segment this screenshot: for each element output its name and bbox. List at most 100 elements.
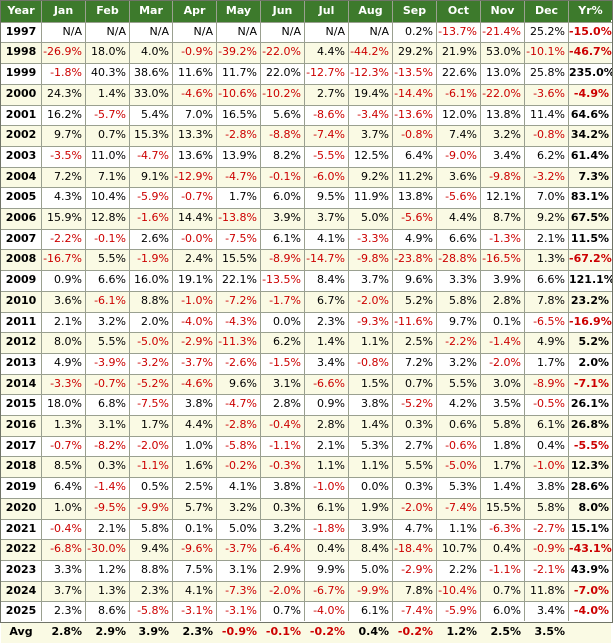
table-cell: -0.1% [94, 232, 126, 245]
table-cell: -5.6% [445, 190, 477, 203]
table-cell: 2.2% [449, 563, 477, 576]
table-cell: -0.8% [533, 128, 565, 141]
year-label: 2017 [5, 439, 37, 452]
column-divider [172, 0, 173, 621]
table-cell: -4.0% [181, 315, 213, 328]
table-cell: -12.7% [306, 66, 345, 79]
table-cell: 1.1% [449, 522, 477, 535]
table-cell: -9.8% [357, 252, 389, 265]
table-cell: -3.5% [50, 149, 82, 162]
table-cell: 6.1% [361, 604, 389, 617]
table-cell: -0.1% [269, 170, 301, 183]
table-cell: -9.9% [137, 501, 169, 514]
column-header: Nov [481, 1, 524, 20]
table-cell: -39.2% [218, 45, 257, 58]
table-cell: -4.3% [225, 315, 257, 328]
table-cell: 4.4% [449, 211, 477, 224]
table-cell: -10.6% [218, 87, 257, 100]
table-cell: 5.3% [449, 480, 477, 493]
table-cell: 3.1% [229, 563, 257, 576]
year-total-cell: -43.1% [569, 542, 612, 555]
table-row [1, 167, 611, 187]
table-cell: 4.9% [405, 232, 433, 245]
table-cell: -1.1% [137, 459, 169, 472]
table-cell: -1.4% [489, 335, 521, 348]
table-cell: -6.7% [313, 584, 345, 597]
table-cell: 6.0% [493, 604, 521, 617]
table-cell: 1.8% [493, 439, 521, 452]
table-cell: 6.8% [98, 397, 126, 410]
table-cell: -1.8% [313, 522, 345, 535]
row-divider [0, 332, 612, 333]
table-cell: -1.0% [313, 480, 345, 493]
average-label: Avg [9, 625, 33, 638]
row-divider [0, 374, 612, 375]
table-cell: -8.8% [269, 128, 301, 141]
table-cell: -7.3% [225, 584, 257, 597]
table-cell: -2.9% [401, 563, 433, 576]
table-row [1, 519, 611, 539]
table-cell: 0.3% [98, 459, 126, 472]
table-cell: 3.6% [54, 294, 82, 307]
table-cell: 3.8% [361, 397, 389, 410]
table-cell: 18.0% [91, 45, 126, 58]
table-cell: N/A [281, 25, 301, 38]
table-cell: N/A [193, 25, 213, 38]
table-row [1, 332, 611, 353]
table-cell: -1.1% [269, 439, 301, 452]
column-header: Oct [437, 1, 480, 20]
table-cell: -12.9% [174, 170, 213, 183]
table-cell: 6.7% [317, 294, 345, 307]
table-cell: 3.4% [317, 356, 345, 369]
table-cell: 1.4% [493, 480, 521, 493]
year-label: 2000 [5, 87, 37, 100]
year-total-cell: 61.4% [570, 149, 609, 162]
table-cell: -5.2% [137, 377, 169, 390]
table-cell: 3.8% [537, 480, 565, 493]
table-cell: 5.0% [229, 522, 257, 535]
table-row [1, 601, 611, 622]
year-total-cell: 26.8% [570, 418, 609, 431]
table-cell: 12.8% [91, 211, 126, 224]
table-cell: -9.3% [357, 315, 389, 328]
table-cell: 5.5% [449, 377, 477, 390]
year-label: 2002 [5, 128, 37, 141]
row-divider [0, 270, 612, 271]
table-cell: -5.8% [137, 604, 169, 617]
row-divider [0, 125, 612, 126]
year-label: 2023 [5, 563, 37, 576]
table-cell: 9.2% [537, 211, 565, 224]
year-label: 1998 [5, 45, 37, 58]
table-cell: 2.6% [141, 232, 169, 245]
column-header: Yr% [569, 1, 612, 20]
table-cell: 2.8% [273, 397, 301, 410]
table-cell: 3.3% [54, 563, 82, 576]
table-cell: -18.4% [394, 542, 433, 555]
table-cell: -13.6% [394, 108, 433, 121]
table-cell: 29.2% [398, 45, 433, 58]
table-row [1, 187, 611, 208]
table-cell: 1.4% [98, 87, 126, 100]
table-cell: 2.5% [405, 335, 433, 348]
table-row [1, 498, 611, 519]
table-cell: 3.6% [449, 170, 477, 183]
table-cell: -2.0% [401, 501, 433, 514]
table-cell: -7.5% [137, 397, 169, 410]
table-cell: 1.1% [361, 459, 389, 472]
table-cell: -0.7% [181, 190, 213, 203]
table-cell: -7.4% [401, 604, 433, 617]
table-cell: -16.7% [43, 252, 82, 265]
table-cell: -9.5% [94, 501, 126, 514]
table-cell: -4.0% [313, 604, 345, 617]
table-cell: 8.4% [317, 273, 345, 286]
table-row [1, 105, 611, 125]
table-cell: 6.1% [537, 418, 565, 431]
table-cell: 7.1% [98, 170, 126, 183]
year-label: 2018 [5, 459, 37, 472]
year-label: 1999 [5, 66, 37, 79]
table-cell: 1.3% [537, 252, 565, 265]
table-row [1, 312, 611, 332]
table-cell: 9.7% [449, 315, 477, 328]
table-cell: -1.0% [181, 294, 213, 307]
table-cell: 0.9% [317, 397, 345, 410]
